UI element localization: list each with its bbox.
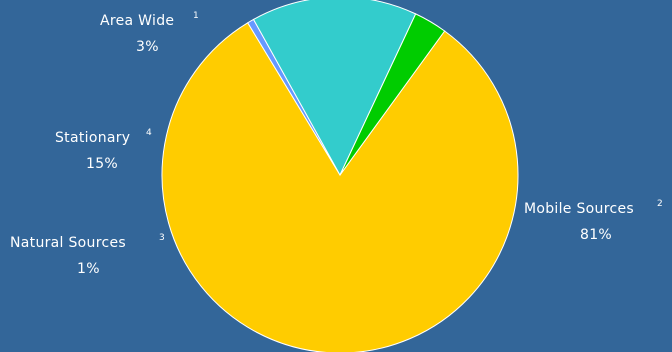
slice-label-stationary: Stationary [55, 130, 130, 146]
slice-label-area-wide: Area Wide [100, 13, 174, 29]
slice-footnote-area-wide: 1 [193, 11, 199, 21]
pie-slice-mobile-sources [161, 22, 519, 352]
slice-percent-area-wide: 3% [136, 39, 159, 55]
slice-footnote-stationary: 4 [146, 128, 152, 138]
slice-label-natural-sources: Natural Sources [10, 235, 126, 251]
slice-percent-natural-sources: 1% [77, 261, 100, 277]
pie-slice-area-wide [339, 13, 446, 176]
pie-labels: Area Wide 1 3% Stationary 4 15% Natural … [10, 11, 663, 277]
slice-percent-mobile-sources: 81% [580, 227, 612, 243]
pie-slices [161, 0, 519, 352]
slice-footnote-natural-sources: 3 [159, 233, 165, 243]
pie-slice-stationary [252, 0, 417, 177]
slice-label-mobile-sources: Mobile Sources [524, 201, 634, 217]
slice-percent-stationary: 15% [86, 156, 118, 172]
slice-footnote-mobile-sources: 2 [657, 199, 663, 209]
